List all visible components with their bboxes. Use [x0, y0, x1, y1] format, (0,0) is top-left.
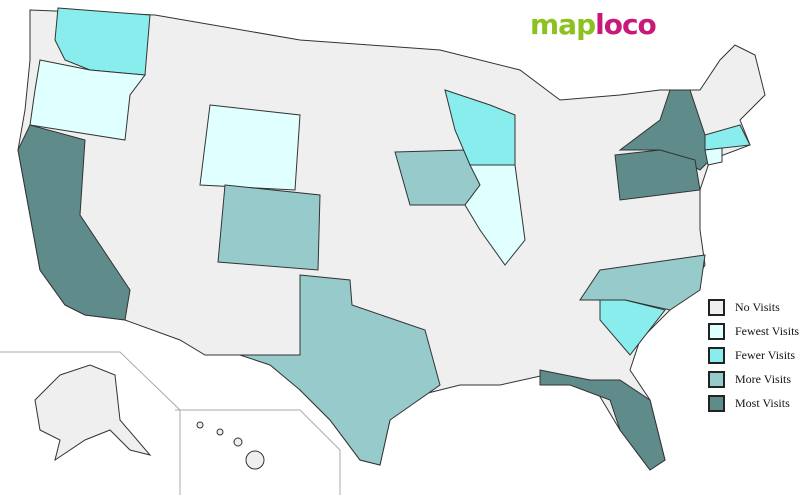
state-north-carolina[interactable] [579, 254, 706, 311]
state-massachusetts[interactable] [704, 124, 751, 151]
state-connecticut[interactable] [704, 147, 723, 166]
legend-item-fewest-visits: Fewest Visits [708, 319, 799, 343]
legend-item-more-visits: More Visits [708, 367, 799, 391]
hawaii-inset-border [175, 409, 341, 495]
state-texas[interactable] [239, 274, 441, 466]
state-south-carolina[interactable] [599, 299, 666, 356]
state-oregon[interactable] [29, 59, 146, 141]
legend-item-no-visits: No Visits [708, 295, 799, 319]
state-illinois[interactable] [464, 164, 526, 266]
legend-swatch [708, 370, 725, 388]
legend-swatch [708, 346, 725, 364]
legend-item-fewer-visits: Fewer Visits [708, 343, 799, 367]
legend-swatch [708, 298, 725, 316]
maploco-logo: maploco [530, 8, 657, 41]
legend-swatch [708, 394, 725, 412]
legend: No Visits Fewest Visits Fewer Visits Mor… [708, 295, 799, 415]
state-california[interactable] [17, 124, 131, 321]
state-pennsylvania[interactable] [614, 149, 701, 201]
state-wyoming[interactable] [199, 104, 301, 191]
state-Alaska[interactable] [34, 364, 152, 462]
state-colorado[interactable] [217, 184, 321, 271]
legend-item-most-visits: Most Visits [708, 391, 799, 415]
legend-swatch [708, 322, 725, 340]
alaska-inset-border [0, 351, 181, 495]
state-florida[interactable] [539, 369, 666, 471]
state-Hawaii[interactable] [196, 421, 265, 470]
